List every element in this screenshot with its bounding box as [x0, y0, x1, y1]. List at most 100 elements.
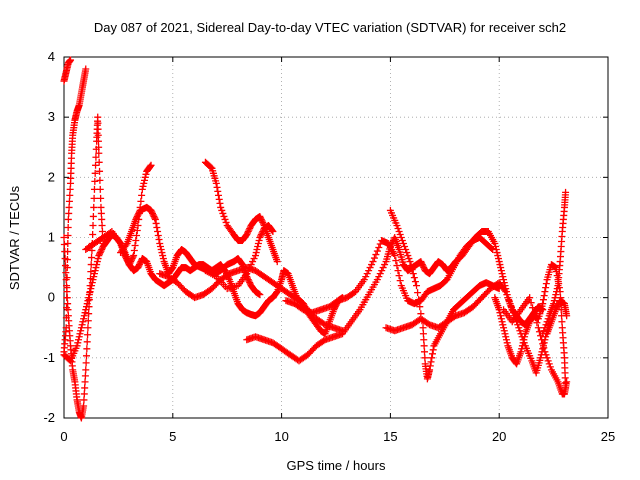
data-point [545, 360, 553, 368]
data-point [82, 366, 90, 374]
data-point [61, 262, 69, 270]
data-point [153, 223, 161, 231]
data-point [83, 345, 91, 353]
data-point [215, 195, 223, 203]
data-point [75, 336, 83, 344]
data-point [368, 261, 376, 269]
data-point [93, 258, 101, 266]
data-point [391, 252, 399, 260]
data-point [257, 230, 265, 238]
data-point [245, 226, 253, 234]
data-point [82, 359, 90, 367]
data-point [97, 247, 105, 255]
data-point [542, 351, 550, 359]
series-track-1 [60, 56, 75, 85]
data-point [168, 265, 176, 273]
data-point [541, 288, 549, 296]
y-tick-label: 4 [48, 49, 55, 64]
data-point [540, 292, 548, 300]
data-point [393, 221, 401, 229]
x-tick-label: 10 [274, 429, 288, 444]
data-point [500, 327, 508, 335]
data-point [538, 336, 546, 344]
data-point [503, 291, 511, 299]
data-point [360, 276, 368, 284]
data-point [498, 318, 506, 326]
grid-lines [64, 57, 608, 418]
data-point [494, 252, 502, 260]
data-point [133, 214, 141, 222]
data-point [420, 348, 428, 356]
data-point [80, 390, 88, 398]
data-point [139, 182, 147, 190]
data-point [252, 249, 260, 257]
data-point [128, 255, 136, 263]
data-point [155, 236, 163, 244]
y-tick-label: -2 [43, 410, 55, 425]
data-point [141, 173, 149, 181]
data-point [80, 312, 88, 320]
data-point [86, 288, 94, 296]
data-point [503, 339, 511, 347]
data-point [97, 209, 105, 217]
data-point [96, 167, 104, 175]
data-point [60, 234, 68, 241]
data-point [408, 266, 416, 274]
data-point [82, 306, 90, 314]
data-point [62, 276, 70, 284]
data-point [395, 272, 403, 280]
data-point [407, 262, 415, 270]
data-point [61, 255, 69, 263]
data-point [158, 249, 166, 257]
data-point [526, 294, 534, 302]
data-point [125, 261, 133, 269]
data-point [81, 384, 89, 392]
data-point [218, 206, 226, 214]
data-point [64, 223, 72, 231]
data-point [150, 212, 158, 220]
data-point [393, 262, 401, 270]
data-point [540, 344, 548, 352]
data-point [497, 267, 505, 275]
data-point [421, 354, 429, 362]
data-point [507, 303, 515, 311]
data-point [553, 288, 561, 296]
data-point [222, 218, 230, 226]
data-point [138, 185, 146, 193]
data-point [67, 56, 75, 64]
data-point [405, 255, 413, 263]
data-point [375, 273, 383, 281]
data-point [66, 191, 74, 199]
data-point [488, 245, 496, 253]
data-point [551, 294, 559, 302]
data-point [494, 255, 502, 263]
data-point [369, 258, 377, 266]
data-point [78, 321, 86, 329]
data-point [244, 229, 252, 237]
data-point [250, 255, 258, 263]
data-point [148, 209, 156, 217]
data-point [80, 402, 88, 410]
data-point [543, 354, 551, 362]
data-point [426, 366, 434, 374]
data-point [502, 288, 510, 296]
data-point [544, 357, 552, 365]
data-point [502, 333, 510, 341]
data-point [256, 212, 264, 220]
data-point [501, 330, 509, 338]
data-point [546, 363, 554, 371]
data-point [98, 221, 106, 229]
data-point [154, 227, 162, 235]
data-point [553, 303, 561, 311]
data-point [92, 153, 100, 161]
data-point [372, 251, 380, 259]
series-track-8 [201, 158, 281, 266]
data-point [127, 256, 135, 264]
data-point [216, 199, 224, 207]
data-point [499, 273, 507, 281]
data-point [508, 306, 516, 314]
series-track-7 [156, 264, 347, 335]
data-point [539, 340, 547, 348]
data-point [516, 327, 524, 335]
data-point [212, 179, 220, 187]
